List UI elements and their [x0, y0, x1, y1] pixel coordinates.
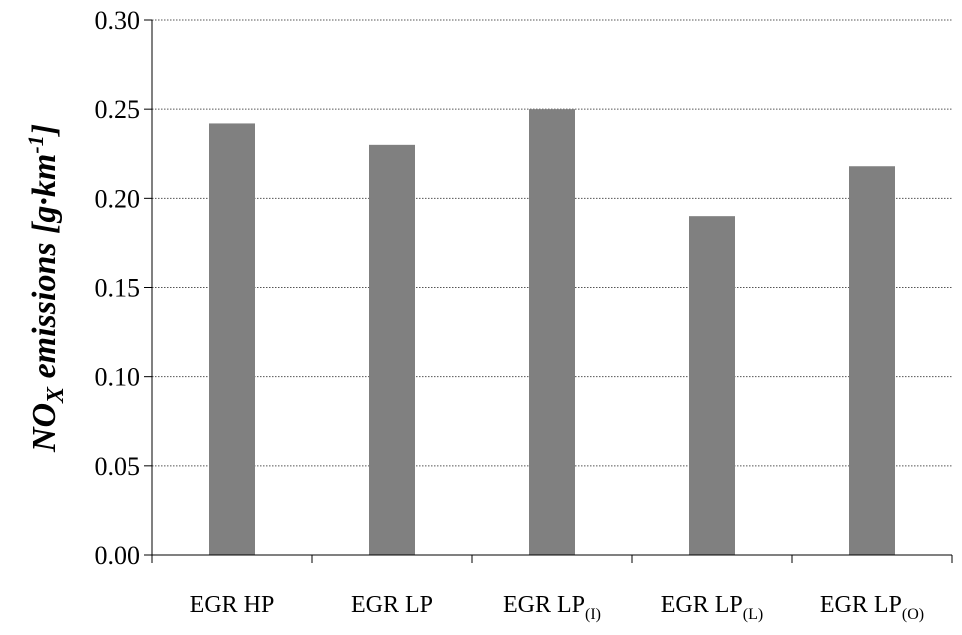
bar	[529, 109, 575, 556]
y-tick-label: 0.15	[95, 274, 141, 303]
axes	[144, 19, 953, 563]
y-axis-label-sup: -1	[23, 135, 48, 153]
y-tick-label: 0.10	[95, 363, 141, 392]
y-axis-label-sub: X	[43, 386, 69, 404]
bar	[689, 216, 735, 555]
y-axis-label-end: ]	[26, 124, 63, 137]
y-tick-label: 0.30	[95, 6, 141, 35]
y-tick-label: 0.05	[95, 452, 141, 481]
x-category-label: EGR LP(I)	[503, 592, 601, 623]
x-category-label: EGR LP(L)	[661, 592, 763, 623]
x-category-label: EGR LP	[351, 592, 433, 618]
y-tick-label: 0.25	[95, 95, 141, 124]
y-axis-label: NOX emissions [g·km-1]	[23, 124, 69, 453]
bars	[209, 109, 895, 556]
y-tick-labels: 0.00 0.05 0.10 0.15 0.20 0.25 0.30	[95, 6, 141, 570]
y-tick-label: 0.00	[95, 541, 141, 570]
bar	[849, 166, 895, 555]
bar	[209, 123, 255, 555]
x-category-labels: EGR HP EGR LP EGR LP(I) EGR LP(L) EGR LP(O)	[190, 592, 924, 623]
y-tick-label: 0.20	[95, 184, 141, 213]
x-category-label: EGR HP	[190, 592, 275, 618]
y-axis-label-main: NO	[26, 403, 63, 453]
x-category-label: EGR LP(O)	[820, 592, 924, 623]
bar	[369, 144, 415, 556]
y-axis-label-rest: emissions [g·km	[26, 154, 63, 387]
